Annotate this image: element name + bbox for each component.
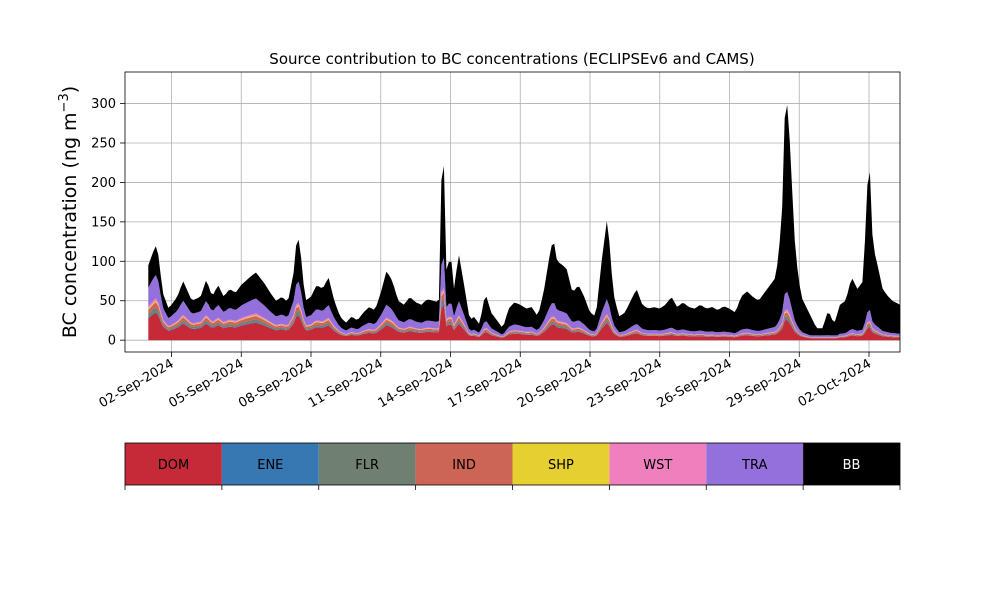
y-tick-label: 50 [99, 294, 116, 309]
legend-swatch-bb [803, 443, 900, 485]
legend-swatch-tra [706, 443, 804, 485]
y-axis: 0 50 100 150 200 250 300 [91, 97, 125, 349]
x-axis: 02-Sep-202405-Sep-202408-Sep-202411-Sep-… [97, 352, 874, 411]
plot-frame [124, 71, 901, 353]
legend-label-tra: TRA [741, 458, 767, 473]
legend-swatch-ene [221, 443, 319, 485]
x-tick-label: 08-Sep-2024 [236, 356, 316, 411]
legend-swatch-dom [125, 443, 222, 485]
x-tick-label: 26-Sep-2024 [655, 356, 735, 411]
y-tick-label: 150 [91, 215, 116, 230]
legend-label-bb: BB [843, 458, 861, 473]
y-tick-label: 300 [91, 97, 116, 112]
y-axis-label-main: BC concentration (ng m [59, 112, 81, 338]
area-dom [148, 305, 901, 341]
y-axis-label-close: ) [59, 86, 81, 93]
y-axis-label-exponent: −3 [57, 93, 72, 112]
x-tick-label: 05-Sep-2024 [166, 356, 246, 411]
x-tick-label: 11-Sep-2024 [306, 356, 386, 411]
legend-label-ene: ENE [257, 458, 283, 473]
y-tick-label: 100 [91, 255, 116, 270]
x-tick-label: 29-Sep-2024 [724, 356, 804, 411]
legend-swatch-shp [512, 443, 610, 485]
x-tick-label: 23-Sep-2024 [585, 356, 665, 411]
y-tick-label: 0 [108, 334, 116, 349]
y-tick-label: 250 [91, 136, 116, 151]
chart-title: Source contribution to BC concentrations… [269, 50, 754, 68]
stacked-areas [148, 105, 901, 341]
legend-label-ind: IND [452, 458, 476, 473]
legend-label-flr: FLR [355, 458, 379, 473]
legend-label-shp: SHP [548, 458, 574, 473]
legend-swatch-ind [415, 443, 513, 485]
legend-label-wst: WST [643, 458, 672, 473]
axes-frame [124, 71, 901, 353]
x-tick-label: 17-Sep-2024 [445, 356, 525, 411]
legend-label-dom: DOM [158, 458, 189, 473]
x-tick-label: 20-Sep-2024 [515, 356, 595, 411]
x-tick-label: 02-Oct-2024 [796, 356, 874, 410]
x-tick-label: 14-Sep-2024 [376, 356, 456, 411]
y-axis-label: BC concentration (ng m−3) [57, 86, 81, 338]
x-tick-label: 02-Sep-2024 [97, 356, 177, 411]
legend-swatch-flr [318, 443, 416, 485]
legend-swatch-wst [609, 443, 707, 485]
area-tra [148, 258, 901, 338]
y-tick-label: 200 [91, 176, 116, 191]
legend: DOM ENE FLR IND SHP WST TRA BB [124, 442, 901, 490]
